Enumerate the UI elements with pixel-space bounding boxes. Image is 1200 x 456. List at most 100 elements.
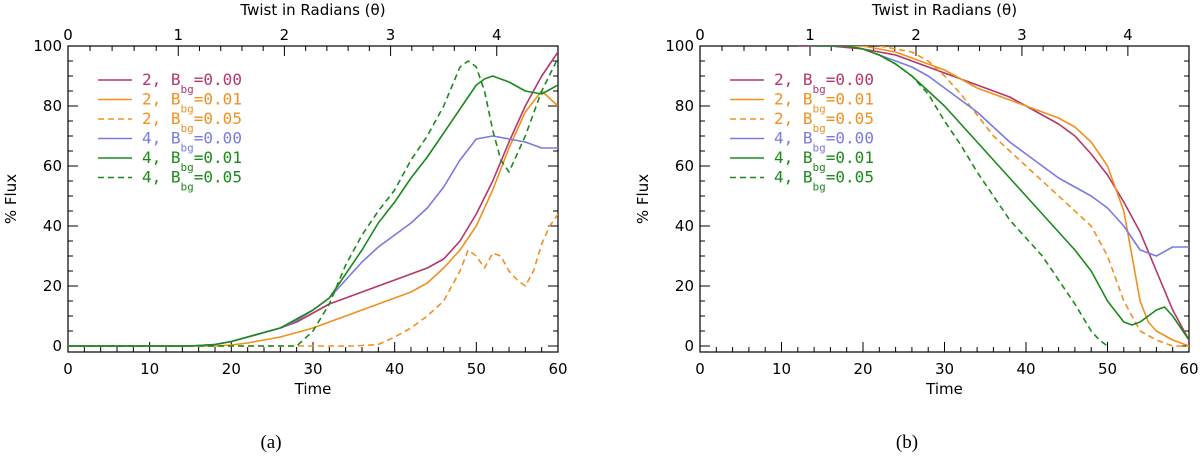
x-tick-label: 30 <box>303 360 322 378</box>
x-axis-title: Time <box>294 380 332 398</box>
top-tick-label: 3 <box>386 26 396 44</box>
series-line-4 <box>814 46 1189 257</box>
y-tick-label: 0 <box>52 337 62 355</box>
x-tick-label: 40 <box>385 360 404 378</box>
x-tick-label: 0 <box>695 360 705 378</box>
legend-label-suffix: =0.01 <box>194 90 242 109</box>
legend: 2, Bbg=0.002, Bbg=0.012, Bbg=0.054, Bbg=… <box>730 70 874 194</box>
series-group <box>797 46 1189 347</box>
x-tick-label: 0 <box>63 360 73 378</box>
y-tick-label: 0 <box>684 337 694 355</box>
legend-label-suffix: =0.05 <box>826 168 874 187</box>
legend-label: 4, Bbg=0.05 <box>774 168 874 194</box>
legend-label-subscript: bg <box>181 181 194 194</box>
legend-label: 2, Bbg=0.05 <box>142 109 242 135</box>
legend-label-prefix: 2, B <box>774 70 813 89</box>
legend-label-suffix: =0.01 <box>826 90 874 109</box>
panel-label: (a) <box>260 432 281 453</box>
y-tick-label: 60 <box>675 157 694 175</box>
legend-label-prefix: 2, B <box>774 90 813 109</box>
legend-label: 2, Bbg=0.00 <box>774 70 874 96</box>
x-tick-label: 50 <box>467 360 486 378</box>
y-tick-label: 100 <box>665 37 694 55</box>
x-tick-label: 40 <box>1016 360 1035 378</box>
series-line-2 <box>846 46 1189 347</box>
y-tick-label: 40 <box>43 217 62 235</box>
legend-label-prefix: 4, B <box>142 129 181 148</box>
series-line-3 <box>68 213 558 347</box>
legend-label-prefix: 2, B <box>142 109 181 128</box>
legend-label-subscript: bg <box>181 161 194 174</box>
legend-label-subscript: bg <box>813 181 826 194</box>
y-tick-label: 40 <box>675 217 694 235</box>
legend-label-suffix: =0.01 <box>194 148 242 167</box>
top-tick-label: 3 <box>1017 26 1027 44</box>
y-tick-label: 80 <box>43 97 62 115</box>
top-tick-label: 2 <box>280 26 290 44</box>
top-tick-label: 0 <box>695 26 705 44</box>
y-axis-title: % Flux <box>2 174 20 224</box>
series-group <box>68 51 558 347</box>
legend-label-suffix: =0.05 <box>194 168 242 187</box>
legend-label-suffix: =0.05 <box>194 109 242 128</box>
x-tick-label: 10 <box>772 360 791 378</box>
legend-label-subscript: bg <box>813 83 826 96</box>
legend-label-prefix: 4, B <box>142 168 181 187</box>
top-tick-label: 4 <box>492 26 502 44</box>
legend-label-prefix: 4, B <box>774 129 813 148</box>
legend-label-subscript: bg <box>813 142 826 155</box>
legend-label-subscript: bg <box>181 122 194 135</box>
legend-label: 4, Bbg=0.01 <box>142 148 242 174</box>
top-axis-title: Twist in Radians (θ) <box>239 1 385 19</box>
legend-label: 2, Bbg=0.01 <box>774 90 874 116</box>
legend-label-subscript: bg <box>181 83 194 96</box>
series-line-6 <box>846 46 1108 347</box>
y-tick-label: 80 <box>675 97 694 115</box>
x-tick-label: 20 <box>222 360 241 378</box>
y-tick-label: 60 <box>43 157 62 175</box>
y-tick-label: 20 <box>675 277 694 295</box>
legend-label-suffix: =0.00 <box>826 70 874 89</box>
series-line-6 <box>68 57 558 347</box>
legend-label: 4, Bbg=0.01 <box>774 148 874 174</box>
legend-label-subscript: bg <box>813 161 826 174</box>
series-line-2 <box>68 90 558 347</box>
legend-label-subscript: bg <box>813 103 826 116</box>
x-tick-label: 30 <box>935 360 954 378</box>
x-tick-label: 50 <box>1098 360 1117 378</box>
x-axis-title: Time <box>925 380 963 398</box>
top-axis-title: Twist in Radians (θ) <box>871 1 1017 19</box>
legend-label-subscript: bg <box>181 142 194 155</box>
series-line-5 <box>68 75 558 347</box>
x-tick-label: 60 <box>548 360 567 378</box>
x-tick-label: 20 <box>853 360 872 378</box>
legend-label: 2, Bbg=0.00 <box>142 70 242 96</box>
top-tick-label: 1 <box>805 26 815 44</box>
y-tick-label: 20 <box>43 277 62 295</box>
legend-label-subscript: bg <box>813 122 826 135</box>
top-tick-label: 1 <box>173 26 183 44</box>
legend-label: 2, Bbg=0.01 <box>142 90 242 116</box>
legend-label-prefix: 2, B <box>142 90 181 109</box>
y-tick-label: 100 <box>33 37 62 55</box>
legend-label-suffix: =0.05 <box>826 109 874 128</box>
legend-label: 2, Bbg=0.05 <box>774 109 874 135</box>
legend-label-suffix: =0.00 <box>194 129 242 148</box>
series-line-3 <box>879 46 1189 347</box>
legend-label-suffix: =0.01 <box>826 148 874 167</box>
legend-label-prefix: 2, B <box>774 109 813 128</box>
legend-label: 4, Bbg=0.00 <box>142 129 242 155</box>
y-axis-title: % Flux <box>634 174 652 224</box>
top-tick-label: 4 <box>1123 26 1133 44</box>
legend-label-prefix: 2, B <box>142 70 181 89</box>
panel-label: (b) <box>896 432 918 453</box>
legend-label-prefix: 4, B <box>142 148 181 167</box>
x-tick-label: 60 <box>1179 360 1198 378</box>
top-tick-label: 2 <box>911 26 921 44</box>
legend-label-subscript: bg <box>181 103 194 116</box>
x-tick-label: 10 <box>140 360 159 378</box>
legend-label: 4, Bbg=0.00 <box>774 129 874 155</box>
